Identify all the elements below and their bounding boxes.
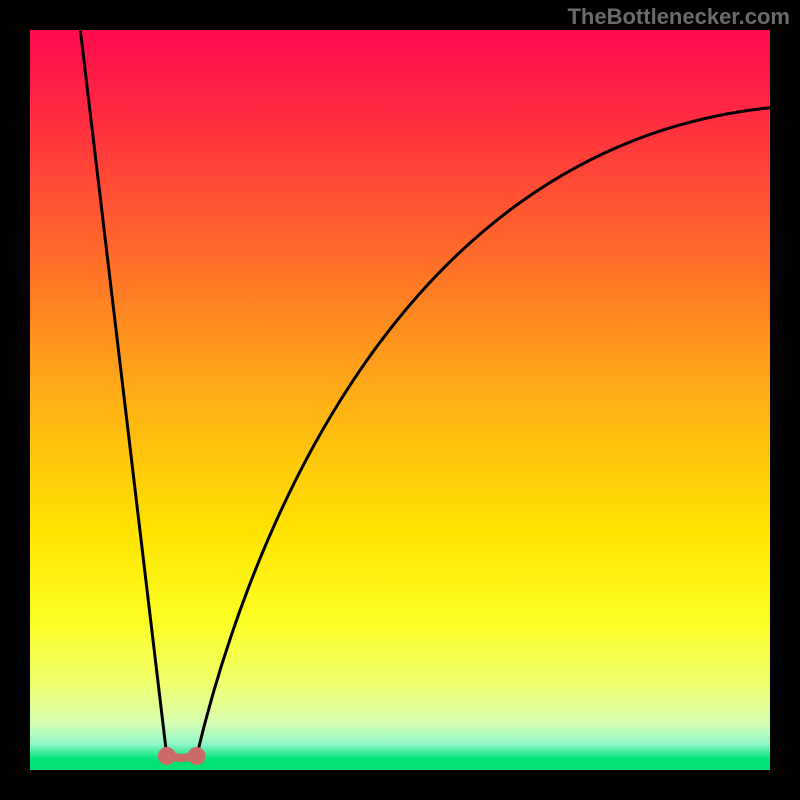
trough-marker <box>188 747 206 765</box>
bottleneck-chart <box>0 0 800 800</box>
chart-root: TheBottlenecker.com <box>0 0 800 800</box>
trough-marker <box>158 747 176 765</box>
gradient-background <box>30 30 770 770</box>
watermark-text: TheBottlenecker.com <box>567 4 790 30</box>
